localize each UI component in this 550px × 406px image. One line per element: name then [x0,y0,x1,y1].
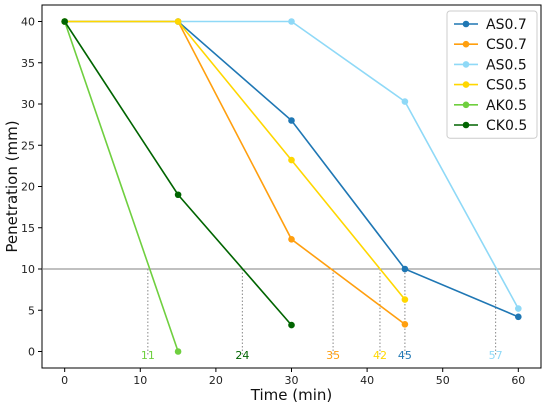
point-AS0.7-30 [288,117,295,124]
x-tick-label-30: 30 [285,374,299,387]
point-CS0.7-30 [288,236,295,243]
legend-swatch-marker-CS0.5 [462,81,470,88]
series-line-CS0.7 [64,20,406,325]
y-axis: 0 5 10 15 20 25 30 35 40 [21,16,42,359]
legend-label-AS0.5: AS0.5 [486,57,527,73]
point-CK0.5-30 [288,321,295,329]
x-tick-label-0: 0 [61,374,68,387]
legend-label-AK0.5: AK0.5 [486,98,527,114]
legend: AS0.7 CS0.7 AS0.5 CS0.5 AK0.5 CK0.5 [446,10,538,139]
x-tick-label-10: 10 [133,374,147,387]
legend-box [446,10,538,139]
x-axis-label: Time (min) [250,386,332,404]
point-CK0.5-0 [61,18,68,25]
legend-label-CS0.5: CS0.5 [486,78,527,94]
point-CK0.5-15 [174,191,182,199]
legend-swatch-marker-AK0.5 [462,101,470,109]
point-AS0.5-45 [401,98,409,105]
y-tick-label-20: 20 [21,181,35,194]
legend-label-AS0.7: AS0.7 [486,17,527,33]
y-tick-label-5: 5 [28,304,35,317]
x-tick-label-60: 60 [511,374,525,387]
crossing-label-57: 57 [489,349,503,362]
legend-label-CK0.5: CK0.5 [486,118,527,134]
y-tick-label-10: 10 [21,263,35,276]
x-tick-label-50: 50 [436,374,450,387]
legend-swatch-marker-CK0.5 [462,121,470,129]
legend-swatch-marker-AS0.5 [462,61,470,68]
x-tick-label-40: 40 [360,374,374,387]
crossing-label-11: 11 [141,349,155,362]
point-CS0.7-45 [401,320,409,328]
point-AS0.7-45 [401,265,409,273]
y-tick-label-25: 25 [21,139,35,152]
crossing-label-45: 45 [398,349,412,362]
crossing-label-24: 24 [235,349,249,362]
point-AS0.5-60 [515,305,522,312]
legend-swatch-marker-AS0.7 [462,20,470,28]
point-CS0.5-45 [401,296,409,303]
y-tick-label-0: 0 [28,346,35,359]
legend-label-CS0.7: CS0.7 [486,37,527,53]
y-tick-label-40: 40 [21,16,35,29]
x-tick-label-20: 20 [209,374,223,387]
y-axis-label: Penetration (mm) [3,120,21,252]
y-tick-label-35: 35 [21,57,35,70]
plot-area: 11 24 35 42 45 57 [41,4,542,369]
series-line-AK0.5 [63,21,179,352]
point-AS0.5-30 [288,18,295,25]
x-axis: 0 10 20 30 40 50 60 [61,368,525,387]
point-CS0.5-30 [288,156,295,164]
crossing-label-35: 35 [326,349,340,362]
y-tick-label-30: 30 [21,98,35,111]
point-CS0.5-15 [174,18,182,25]
legend-swatch-marker-CS0.7 [462,40,470,48]
point-AK0.5-15 [174,348,182,355]
series-line-CS0.5 [64,20,406,301]
y-tick-label-15: 15 [21,222,35,235]
point-AS0.7-60 [515,313,522,321]
crossing-label-42: 42 [373,349,387,362]
